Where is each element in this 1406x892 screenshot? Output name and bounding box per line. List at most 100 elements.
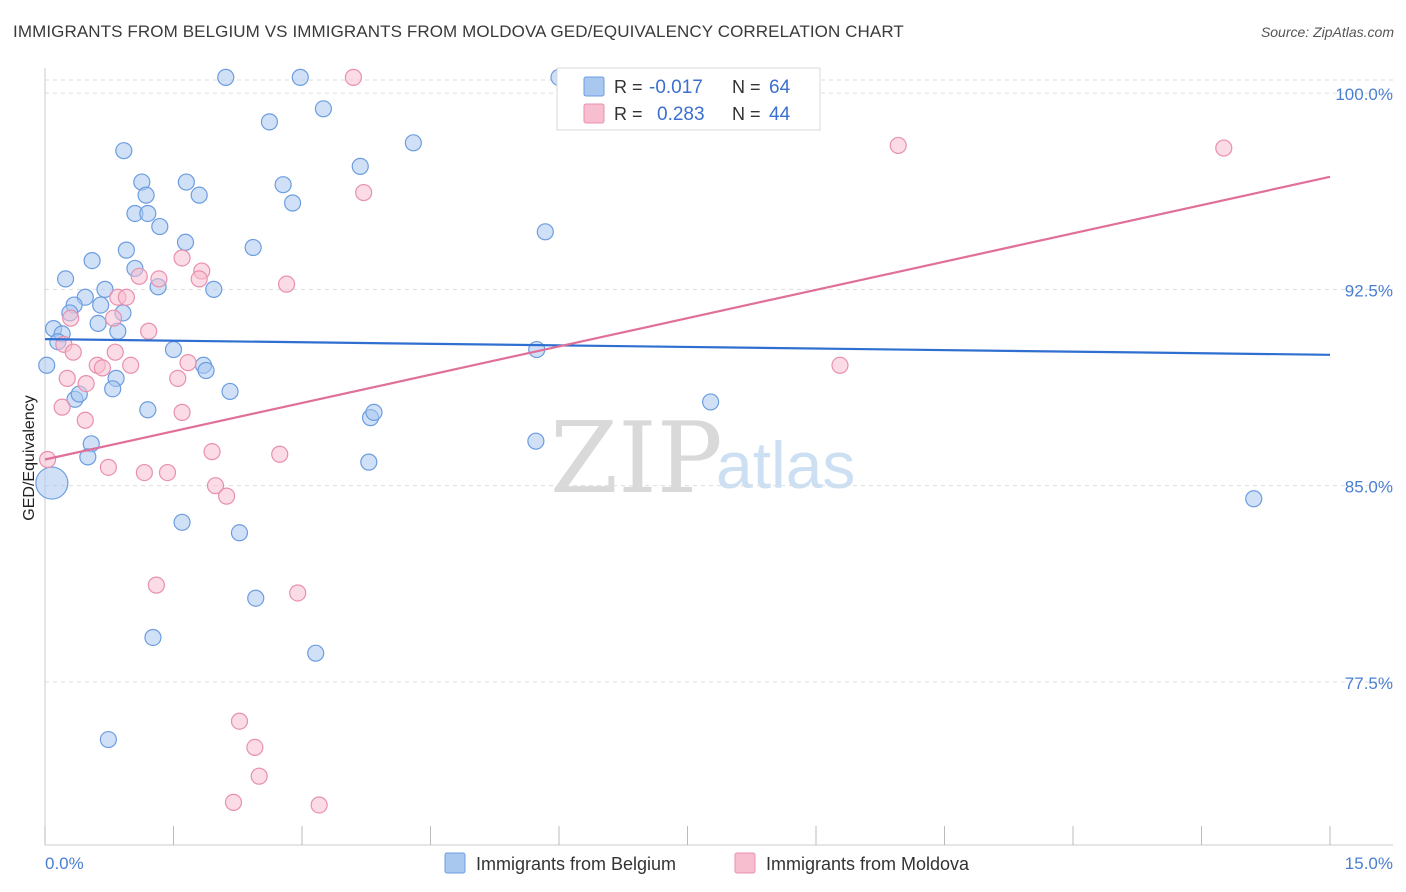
point-moldova — [289, 584, 307, 602]
point-moldova — [1215, 139, 1233, 157]
point-moldova — [344, 68, 362, 86]
point-belgium — [117, 241, 135, 259]
point-moldova — [58, 369, 76, 387]
point-moldova — [230, 712, 249, 730]
point-belgium — [83, 251, 101, 270]
point-moldova — [203, 443, 221, 461]
point-belgium — [144, 628, 162, 647]
point-belgium — [365, 403, 383, 421]
point-belgium — [314, 100, 333, 118]
point-belgium — [702, 393, 720, 411]
point-belgium — [99, 730, 117, 749]
point-belgium — [221, 382, 239, 401]
point-belgium — [274, 176, 292, 194]
point-moldova — [117, 288, 135, 306]
point-belgium — [115, 142, 133, 160]
series-legend: Immigrants from Belgium Immigrants from … — [444, 852, 970, 874]
y-tick-labels: 77.5% 85.0% 92.5% 100.0% — [1335, 85, 1393, 693]
trendline-belgium — [44, 338, 1331, 356]
legend-swatch-belgium — [583, 76, 605, 97]
point-moldova — [173, 403, 191, 421]
source-label: Source: ZipAtlas.com — [1260, 24, 1394, 40]
point-belgium — [139, 204, 157, 223]
point-belgium — [283, 194, 302, 212]
point-moldova — [135, 463, 153, 482]
y-tick-label: 85.0% — [1345, 478, 1393, 497]
legend-r-moldova: 0.283 — [657, 104, 705, 125]
point-moldova — [53, 398, 71, 416]
point-belgium — [56, 270, 75, 288]
legend-r-label-moldova: R = — [614, 104, 643, 124]
point-moldova — [122, 356, 140, 374]
point-belgium — [137, 186, 155, 204]
point-belgium — [247, 589, 265, 607]
point-belgium — [205, 280, 223, 298]
point-moldova — [250, 767, 268, 785]
point-moldova — [173, 249, 191, 267]
point-belgium — [404, 134, 422, 152]
point-belgium — [260, 113, 279, 131]
point-belgium — [104, 380, 122, 398]
point-moldova — [158, 463, 177, 482]
series-legend-swatch-belgium — [444, 852, 466, 874]
point-belgium — [351, 157, 369, 175]
point-belgium — [190, 186, 208, 204]
point-belgium — [230, 524, 249, 542]
point-belgium — [35, 466, 69, 500]
legend-n-belgium: 64 — [769, 77, 791, 98]
point-belgium — [151, 217, 169, 236]
legend-r-label-belgium: R = — [614, 77, 643, 97]
point-moldova — [104, 309, 123, 327]
point-moldova — [77, 375, 95, 393]
y-tick-label: 92.5% — [1345, 281, 1393, 300]
point-belgium — [38, 356, 56, 374]
trendlines — [44, 175, 1331, 461]
point-moldova — [271, 445, 289, 463]
point-moldova — [831, 356, 849, 374]
point-belgium — [139, 401, 157, 419]
legend-swatch-moldova — [583, 103, 605, 124]
y-axis-title: GED/Equivalency — [21, 395, 38, 520]
point-moldova — [179, 354, 197, 372]
point-moldova — [76, 411, 94, 429]
point-moldova — [147, 576, 165, 594]
y-tick-label: 100.0% — [1335, 85, 1393, 104]
point-moldova — [224, 793, 243, 811]
point-belgium — [177, 173, 195, 191]
point-moldova — [310, 796, 328, 814]
point-moldova — [190, 270, 208, 288]
point-moldova — [150, 270, 168, 288]
point-moldova — [277, 275, 296, 293]
point-belgium — [164, 340, 183, 359]
point-moldova — [140, 322, 158, 340]
point-moldova — [246, 738, 264, 756]
point-moldova — [99, 458, 117, 476]
point-moldova — [169, 369, 187, 387]
point-belgium — [536, 223, 554, 241]
point-belgium — [92, 296, 110, 314]
correlation-legend: R = -0.017 N = 64 R = 0.283 N = 44 — [556, 67, 821, 131]
series-legend-label-moldova: Immigrants from Moldova — [766, 854, 970, 874]
point-belgium — [244, 238, 262, 257]
point-belgium — [173, 513, 191, 531]
gridlines — [45, 79, 1393, 683]
point-belgium — [79, 448, 97, 466]
scatter-points — [35, 68, 1263, 814]
point-belgium — [96, 280, 114, 298]
point-moldova — [62, 309, 80, 327]
legend-r-belgium: -0.017 — [649, 77, 703, 98]
watermark-zip: ZIP — [550, 402, 723, 516]
x-tick-label-max: 15.0% — [1345, 854, 1393, 873]
point-belgium — [176, 233, 195, 251]
point-moldova — [106, 343, 124, 361]
legend-n-label-belgium: N = — [732, 77, 761, 97]
point-moldova — [218, 487, 236, 505]
point-moldova — [64, 343, 82, 361]
x-tick-label-min: 0.0% — [45, 854, 84, 873]
point-belgium — [89, 314, 107, 333]
point-belgium — [217, 68, 235, 86]
point-belgium — [360, 453, 378, 471]
point-belgium — [1245, 490, 1263, 508]
point-moldova — [889, 136, 907, 155]
